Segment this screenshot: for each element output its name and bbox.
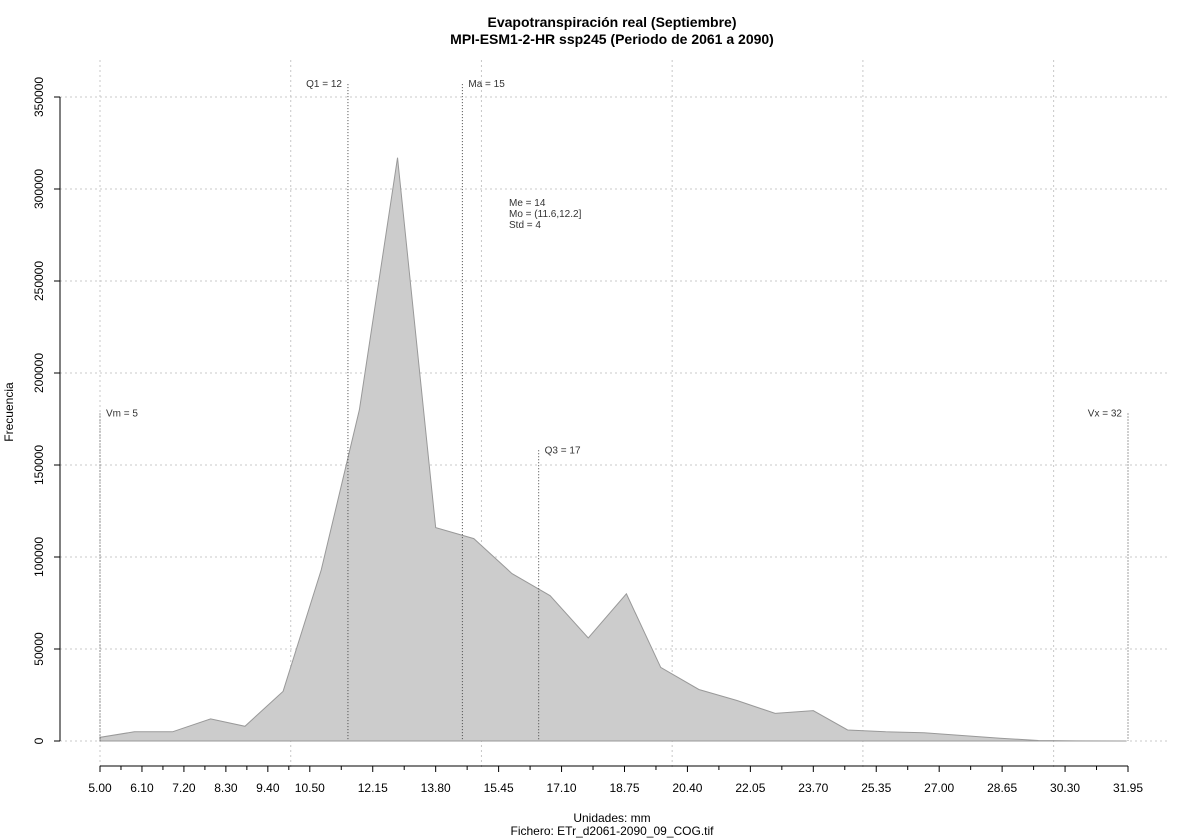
stat-label: Me = 14 xyxy=(509,198,546,209)
frequency-area xyxy=(99,157,1127,742)
x-axis-label: Unidades: mm xyxy=(573,811,651,825)
area-series xyxy=(99,157,1127,742)
x-tick-label: 17.10 xyxy=(547,781,577,795)
x-tick-label: 23.70 xyxy=(798,781,828,795)
chart-title: Evapotranspiración real (Septiembre) xyxy=(487,14,737,30)
x-tick-label: 28.65 xyxy=(987,781,1017,795)
marker-label: Vx = 32 xyxy=(1088,408,1123,419)
x-tick-label: 5.00 xyxy=(88,781,112,795)
y-tick-label: 0 xyxy=(32,737,46,744)
x-tick-label: 15.45 xyxy=(484,781,514,795)
y-tick-label: 250000 xyxy=(32,261,46,301)
x-tick-label: 8.30 xyxy=(214,781,238,795)
y-tick-label: 300000 xyxy=(32,169,46,209)
y-tick-label: 200000 xyxy=(32,353,46,393)
marker-label: Vm = 5 xyxy=(106,408,138,419)
x-tick-label: 18.75 xyxy=(609,781,639,795)
x-tick-label: 25.35 xyxy=(861,781,891,795)
marker-label: Q1 = 12 xyxy=(306,79,342,90)
file-caption: Fichero: ETr_d2061-2090_09_COG.tif xyxy=(510,824,714,838)
x-tick-label: 6.10 xyxy=(130,781,154,795)
y-tick-label: 150000 xyxy=(32,445,46,485)
marker-label: Ma = 15 xyxy=(468,79,505,90)
x-tick-label: 12.15 xyxy=(358,781,388,795)
y-tick-label: 100000 xyxy=(32,537,46,577)
y-tick-label: 50000 xyxy=(32,632,46,666)
x-tick-label: 7.20 xyxy=(172,781,196,795)
y-axis-label: Frecuencia xyxy=(2,382,16,442)
x-tick-label: 13.80 xyxy=(421,781,451,795)
chart-subtitle: MPI-ESM1-2-HR ssp245 (Periodo de 2061 a … xyxy=(450,31,774,47)
statistic-markers: Vm = 5 Q1 = 12 Ma = 15 Q3 = 17 Vx = 32 xyxy=(99,79,1129,741)
stat-label: Mo = (11.6,12.2] xyxy=(509,209,582,220)
x-tick-label: 10.50 xyxy=(295,781,325,795)
y-tick-label: 350000 xyxy=(32,77,46,117)
axes: 5.00 6.10 7.20 8.30 9.40 10.50 12.15 13.80 15.45… xyxy=(32,77,1143,795)
x-tick-label: 30.30 xyxy=(1050,781,1080,795)
stat-label: Std = 4 xyxy=(509,220,541,231)
x-tick-label: 22.05 xyxy=(735,781,765,795)
marker-label: Q3 = 17 xyxy=(545,445,581,456)
x-tick-label: 9.40 xyxy=(256,781,280,795)
x-tick-label: 20.40 xyxy=(672,781,702,795)
x-tick-label: 27.00 xyxy=(924,781,954,795)
x-tick-label: 31.95 xyxy=(1113,781,1143,795)
